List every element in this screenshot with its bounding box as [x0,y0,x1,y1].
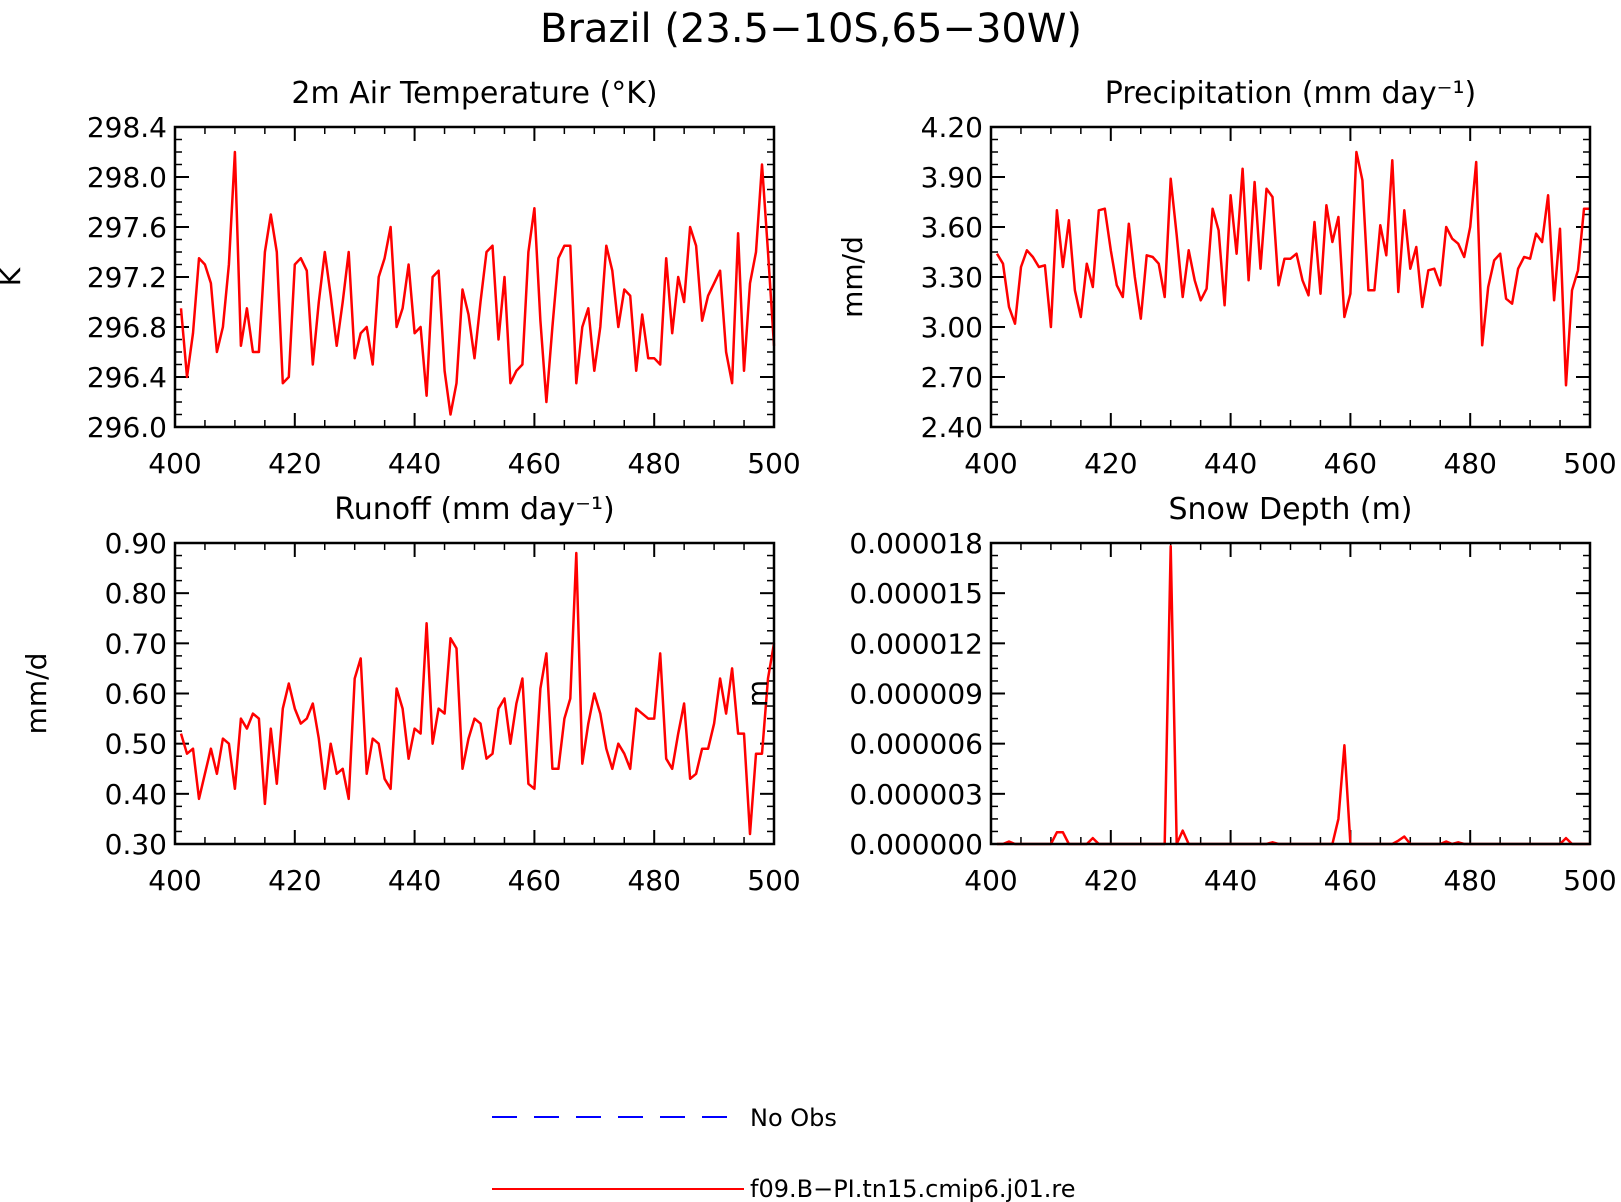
chart-temperature-y-tick-label: 298.4 [87,111,167,144]
chart-snow-depth-plot-frame [989,541,1592,846]
chart-snow-depth-title: Snow Depth (m) [1168,492,1412,527]
chart-precipitation-x-tick-label: 400 [964,447,1017,480]
chart-temperature-y-tick-label: 297.2 [87,261,167,294]
chart-runoff-y-tick-label: 0.30 [105,828,167,861]
chart-temperature-x-tick-label: 440 [388,447,441,480]
chart-snow-depth-y-tick-label: 0.000006 [849,728,983,761]
chart-temperature-title: 2m Air Temperature (°K) [291,76,657,111]
chart-panel-snow-depth: Snow Depth (m) m 0.000000 0.000003 0.000006 0… [741,492,1617,897]
chart-runoff-y-tick-label: 0.90 [105,527,167,560]
chart-runoff-x-tick-label: 400 [148,864,201,897]
chart-runoff-y-tick-label: 0.50 [105,728,167,761]
chart-temperature-y-tick-label: 296.0 [87,411,167,444]
chart-temperature-y-tick-label: 296.4 [87,361,167,394]
chart-snow-depth-y-tick-label: 0.000009 [849,678,983,711]
chart-precipitation-y-tick-label: 3.00 [921,311,983,344]
chart-temperature-plot-frame [173,125,776,429]
chart-precipitation-plot-frame [989,125,1592,429]
chart-temperature-y-tick-label: 298.0 [87,161,167,194]
chart-precipitation-y-tick-label: 4.20 [921,111,983,144]
chart-precipitation-y-tick-label: 3.60 [921,211,983,244]
chart-temperature-series-line [179,150,776,416]
chart-snow-depth-y-tick-label: 0.000003 [849,778,983,811]
chart-precipitation-y-tick-label: 3.90 [921,161,983,194]
chart-precipitation-series-line [995,150,1590,387]
chart-snow-depth-x-tick-label: 420 [1084,864,1137,897]
chart-panel-precipitation: Precipitation (mm day⁻¹) mm/d 2.40 2.70 3.00… [836,76,1617,480]
chart-precipitation-y-axis-label: mm/d [836,236,869,318]
chart-runoff-x-tick-label: 460 [508,864,561,897]
chart-snow-depth-y-tick-label: 0.000000 [849,828,983,861]
chart-runoff-y-tick-label: 0.80 [105,577,167,610]
chart-precipitation-x-tick-label: 480 [1443,447,1496,480]
chart-panel-runoff: Runoff (mm day⁻¹) mm/d 0.30 0.40 0.50 0.60 0.7… [20,492,801,897]
chart-runoff-title: Runoff (mm day⁻¹) [334,492,615,527]
legend-label-no-obs: No Obs [750,1104,837,1132]
chart-precipitation-x-tick-label: 420 [1084,447,1137,480]
chart-temperature-y-tick-label: 296.8 [87,311,167,344]
chart-panel-temperature: 2m Air Temperature (°K) K 296.0 296.4 296.8 2… [0,76,801,480]
chart-precipitation-y-tick-label: 2.40 [921,411,983,444]
chart-snow-depth-y-tick-label: 0.000018 [849,527,983,560]
chart-precipitation-title: Precipitation (mm day⁻¹) [1105,76,1476,111]
chart-runoff-y-tick-label: 0.40 [105,778,167,811]
chart-precipitation-x-tick-label: 500 [1563,447,1616,480]
chart-runoff-x-tick-label: 420 [268,864,321,897]
chart-precipitation-y-tick-label: 3.30 [921,261,983,294]
chart-precipitation-x-tick-label: 440 [1204,447,1257,480]
chart-precipitation-y-tick-label: 2.70 [921,361,983,394]
chart-runoff-plot-frame [173,541,776,846]
chart-temperature-x-tick-label: 420 [268,447,321,480]
chart-runoff-y-tick-label: 0.70 [105,627,167,660]
chart-temperature-x-tick-label: 460 [508,447,561,480]
chart-runoff-series-line [179,551,776,836]
chart-runoff-x-tick-label: 500 [747,864,800,897]
chart-temperature-x-tick-label: 480 [627,447,680,480]
chart-temperature-y-axis-label: K [0,267,27,286]
chart-temperature-x-tick-label: 500 [747,447,800,480]
chart-runoff-y-axis-label: mm/d [20,653,53,735]
chart-snow-depth-x-tick-label: 460 [1324,864,1377,897]
chart-snow-depth-x-tick-label: 440 [1204,864,1257,897]
chart-temperature-x-tick-label: 400 [148,447,201,480]
chart-snow-depth-y-axis-label: m [741,680,774,707]
figure-title: Brazil (23.5−10S,65−30W) [540,6,1082,52]
chart-snow-depth-x-tick-label: 500 [1563,864,1616,897]
chart-snow-depth-y-tick-label: 0.000012 [849,627,983,660]
chart-snow-depth-series-line [997,545,1590,846]
chart-runoff-y-tick-label: 0.60 [105,678,167,711]
chart-snow-depth-y-tick-label: 0.000015 [849,577,983,610]
legend: No Obs f09.B−PI.tn15.cmip6.j01.re [492,1104,1075,1202]
chart-temperature-y-tick-label: 297.6 [87,211,167,244]
chart-precipitation-x-tick-label: 460 [1324,447,1377,480]
chart-runoff-x-tick-label: 480 [627,864,680,897]
chart-snow-depth-x-tick-label: 480 [1443,864,1496,897]
chart-snow-depth-x-tick-label: 400 [964,864,1017,897]
legend-label-model: f09.B−PI.tn15.cmip6.j01.re [750,1175,1075,1202]
chart-runoff-x-tick-label: 440 [388,864,441,897]
